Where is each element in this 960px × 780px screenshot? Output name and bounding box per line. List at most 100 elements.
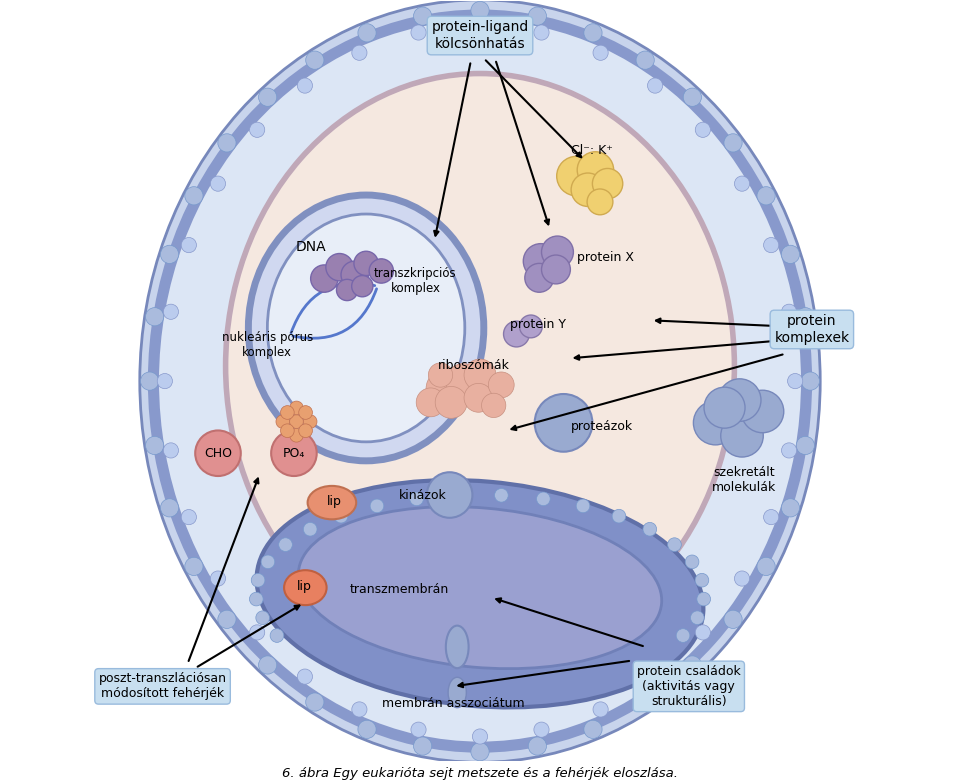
Circle shape xyxy=(163,304,179,319)
Circle shape xyxy=(690,611,705,625)
Text: 6. ábra Egy eukarióta sejt metszete és a fehérjék eloszlása.: 6. ábra Egy eukarióta sejt metszete és a… xyxy=(282,767,678,780)
Circle shape xyxy=(184,557,203,576)
Circle shape xyxy=(163,443,179,458)
Circle shape xyxy=(724,134,742,152)
Circle shape xyxy=(724,610,742,629)
Text: membrán asszociátum: membrán asszociátum xyxy=(382,697,525,711)
Text: lip: lip xyxy=(297,580,311,593)
Text: protein
komplexek: protein komplexek xyxy=(775,314,850,345)
Circle shape xyxy=(588,189,612,214)
Text: PO₄: PO₄ xyxy=(283,447,305,459)
Circle shape xyxy=(464,384,492,413)
Circle shape xyxy=(757,186,776,205)
Text: CHO: CHO xyxy=(204,447,232,459)
Circle shape xyxy=(325,254,353,281)
Circle shape xyxy=(796,307,814,326)
Circle shape xyxy=(351,702,367,717)
Circle shape xyxy=(160,498,179,517)
Circle shape xyxy=(184,186,203,205)
Text: kinázok: kinázok xyxy=(398,488,446,502)
Circle shape xyxy=(445,363,481,399)
Circle shape xyxy=(472,729,488,744)
Circle shape xyxy=(676,629,690,643)
Circle shape xyxy=(489,372,515,398)
Circle shape xyxy=(471,743,489,760)
Circle shape xyxy=(584,720,602,739)
Circle shape xyxy=(741,390,783,433)
Circle shape xyxy=(427,472,472,518)
Circle shape xyxy=(695,625,710,640)
Circle shape xyxy=(290,415,303,428)
Circle shape xyxy=(426,369,466,409)
Circle shape xyxy=(417,388,445,417)
Ellipse shape xyxy=(448,677,467,707)
Circle shape xyxy=(781,304,797,319)
Circle shape xyxy=(452,488,466,502)
Circle shape xyxy=(684,88,702,106)
Circle shape xyxy=(414,7,432,25)
Text: protein-ligand
kölcsönhatás: protein-ligand kölcsönhatás xyxy=(431,20,529,51)
Circle shape xyxy=(537,492,550,505)
Circle shape xyxy=(351,45,367,60)
Circle shape xyxy=(290,401,303,415)
Circle shape xyxy=(636,693,655,711)
Circle shape xyxy=(358,23,376,42)
Circle shape xyxy=(303,523,317,536)
Circle shape xyxy=(258,88,276,106)
Circle shape xyxy=(781,443,797,458)
Text: szekretált
molekulák: szekretált molekulák xyxy=(712,466,777,494)
Circle shape xyxy=(280,424,294,438)
Text: transzmembrán: transzmembrán xyxy=(349,583,448,597)
Circle shape xyxy=(140,372,158,390)
Circle shape xyxy=(157,374,173,388)
Circle shape xyxy=(299,424,312,438)
Text: nukleáris pórus
komplex: nukleáris pórus komplex xyxy=(222,331,313,359)
Circle shape xyxy=(519,315,542,338)
Text: protein Y: protein Y xyxy=(511,318,566,331)
Circle shape xyxy=(358,720,376,739)
Circle shape xyxy=(464,359,496,391)
Circle shape xyxy=(250,122,265,137)
Circle shape xyxy=(528,7,546,25)
Text: transzkripciós
komplex: transzkripciós komplex xyxy=(374,267,457,295)
Circle shape xyxy=(336,279,358,300)
Text: proteázok: proteázok xyxy=(571,420,634,433)
Circle shape xyxy=(210,571,226,586)
Circle shape xyxy=(428,363,453,387)
Circle shape xyxy=(435,386,468,418)
Circle shape xyxy=(643,523,657,536)
Circle shape xyxy=(593,702,609,717)
Circle shape xyxy=(571,173,605,207)
Circle shape xyxy=(593,45,609,60)
Circle shape xyxy=(647,78,662,93)
Circle shape xyxy=(721,414,763,457)
Circle shape xyxy=(576,499,589,512)
Circle shape xyxy=(534,25,549,40)
Circle shape xyxy=(541,236,573,268)
Circle shape xyxy=(523,243,558,278)
Circle shape xyxy=(695,573,708,587)
Ellipse shape xyxy=(284,570,326,605)
Circle shape xyxy=(685,555,699,569)
Circle shape xyxy=(787,374,803,388)
Circle shape xyxy=(252,573,265,587)
Circle shape xyxy=(693,401,737,445)
Circle shape xyxy=(534,722,549,737)
Circle shape xyxy=(494,488,508,502)
Circle shape xyxy=(354,251,378,275)
Circle shape xyxy=(299,406,312,420)
Circle shape xyxy=(757,557,776,576)
Circle shape xyxy=(763,237,779,253)
Circle shape xyxy=(370,259,394,283)
Circle shape xyxy=(210,176,226,191)
Circle shape xyxy=(718,379,761,421)
Ellipse shape xyxy=(445,626,468,668)
Circle shape xyxy=(255,611,270,625)
Text: Cl⁻: K⁺: Cl⁻: K⁺ xyxy=(571,144,613,158)
Circle shape xyxy=(146,307,164,326)
Circle shape xyxy=(557,156,596,196)
Circle shape xyxy=(305,51,324,69)
Ellipse shape xyxy=(140,0,820,762)
Circle shape xyxy=(802,372,820,390)
Circle shape xyxy=(146,436,164,455)
